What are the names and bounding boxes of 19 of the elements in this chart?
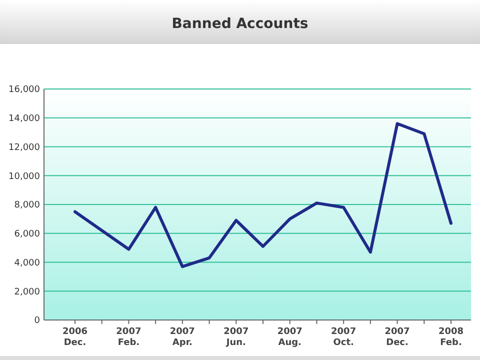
x-tick-label: 2007 Jun. (224, 327, 249, 348)
y-tick-label: 2,000 (14, 287, 40, 298)
x-tick-label: 2006 Dec. (62, 327, 88, 348)
x-tick-label: 2007 Dec. (384, 327, 410, 348)
y-tick-label: 0 (34, 316, 40, 326)
y-tick-label: 4,000 (14, 258, 40, 268)
chart-title: Banned Accounts (172, 16, 308, 32)
x-tick-label: 2007 Oct. (331, 327, 356, 348)
y-tick-label: 10,000 (8, 172, 40, 182)
y-tick-label: 16,000 (8, 85, 40, 96)
x-tick-label: 2007 Apr. (170, 327, 195, 348)
x-tick-label: 2008 Feb. (438, 327, 464, 348)
x-tick-label: 2007 Feb. (116, 327, 142, 348)
y-tick-label: 6,000 (14, 230, 40, 240)
y-tick-label: 8,000 (14, 200, 40, 211)
x-tick-label: 2007 Aug. (277, 327, 302, 348)
y-tick-label: 12,000 (8, 142, 40, 153)
y-tick-label: 14,000 (8, 114, 40, 124)
line-series (74, 122, 452, 268)
